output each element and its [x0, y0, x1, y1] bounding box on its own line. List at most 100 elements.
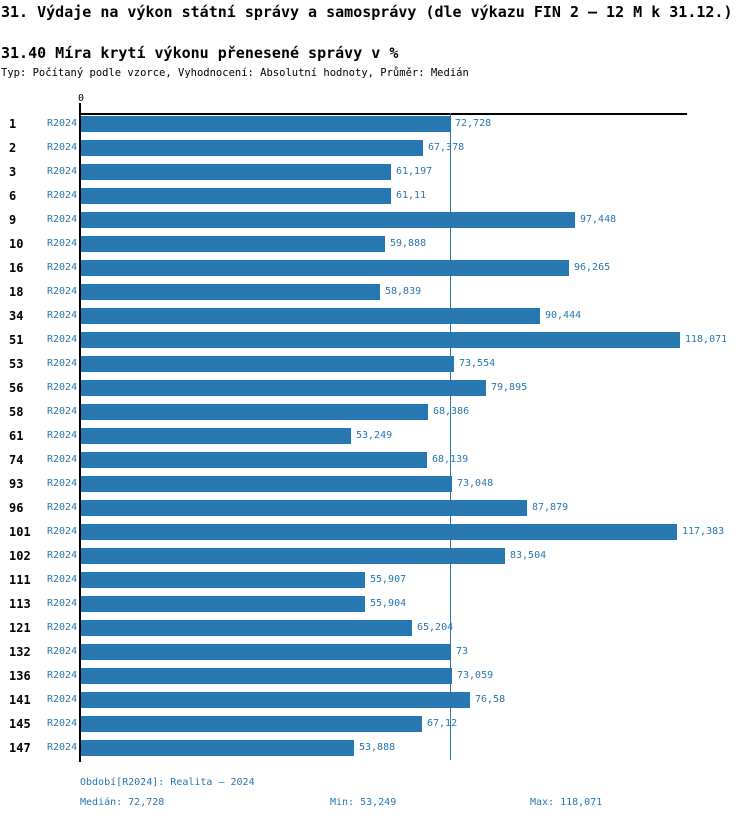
row-series-label: R2024 [47, 478, 78, 489]
bar-value-label: 53,888 [359, 742, 396, 753]
row-category-label: 147 [9, 741, 31, 755]
chart-row: 141 R2024 76,58 [0, 692, 750, 708]
row-category-label: 113 [9, 597, 31, 611]
chart-row: 6 R2024 61,11 [0, 188, 750, 204]
bar [81, 308, 540, 324]
row-series-label: R2024 [47, 526, 78, 537]
bar-value-label: 67,378 [428, 142, 465, 153]
bar [81, 548, 505, 564]
bar-value-label: 118,071 [685, 334, 728, 345]
chart-row: 101 R2024 117,383 [0, 524, 750, 540]
bar [81, 380, 486, 396]
bar-value-label: 55,904 [370, 598, 407, 609]
bar-value-label: 72,728 [455, 118, 492, 129]
bar [81, 332, 680, 348]
chart-row: 136 R2024 73,059 [0, 668, 750, 684]
row-category-label: 102 [9, 549, 31, 563]
bar-value-label: 83,504 [510, 550, 547, 561]
bar-value-label: 68,386 [433, 406, 470, 417]
chart-row: 16 R2024 96,265 [0, 260, 750, 276]
bar [81, 620, 412, 636]
bar [81, 428, 351, 444]
chart-row: 145 R2024 67,12 [0, 716, 750, 732]
bar [81, 740, 354, 756]
bar-value-label: 68,139 [432, 454, 469, 465]
bar [81, 692, 470, 708]
row-category-label: 111 [9, 573, 31, 587]
row-series-label: R2024 [47, 382, 78, 393]
bar [81, 668, 452, 684]
row-category-label: 136 [9, 669, 31, 683]
chart-row: 111 R2024 55,907 [0, 572, 750, 588]
chart-row: 18 R2024 58,839 [0, 284, 750, 300]
row-series-label: R2024 [47, 262, 78, 273]
row-category-label: 58 [9, 405, 24, 419]
row-category-label: 96 [9, 501, 24, 515]
chart-row: 113 R2024 55,904 [0, 596, 750, 612]
row-series-label: R2024 [47, 646, 78, 657]
row-category-label: 56 [9, 381, 24, 395]
bar [81, 260, 569, 276]
y-axis-line [79, 103, 81, 762]
footer-median: Medián: 72,728 [80, 797, 165, 808]
bar-value-label: 73,554 [459, 358, 496, 369]
bar [81, 476, 452, 492]
bar-value-label: 96,265 [574, 262, 611, 273]
bar [81, 116, 450, 132]
bar-value-label: 73,059 [457, 670, 494, 681]
bar-value-label: 117,383 [682, 526, 725, 537]
bar [81, 212, 575, 228]
row-category-label: 10 [9, 237, 24, 251]
chart-row: 121 R2024 65,204 [0, 620, 750, 636]
bar [81, 452, 427, 468]
row-category-label: 53 [9, 357, 24, 371]
row-series-label: R2024 [47, 430, 78, 441]
chart-row: 147 R2024 53,888 [0, 740, 750, 756]
chart-title: 31. Výdaje na výkon státní správy a samo… [1, 3, 733, 21]
bar [81, 404, 428, 420]
bar-value-label: 55,907 [370, 574, 407, 585]
bar-value-label: 73,048 [457, 478, 494, 489]
bar [81, 188, 391, 204]
chart-row: 58 R2024 68,386 [0, 404, 750, 420]
row-series-label: R2024 [47, 310, 78, 321]
chart-row: 1 R2024 72,728 [0, 116, 750, 132]
chart-row: 34 R2024 90,444 [0, 308, 750, 324]
bar [81, 356, 454, 372]
chart-row: 51 R2024 118,071 [0, 332, 750, 348]
bar-value-label: 76,58 [475, 694, 506, 705]
bar-value-label: 79,895 [491, 382, 528, 393]
chart-subtitle: 31.40 Míra krytí výkonu přenesené správy… [1, 44, 399, 62]
row-series-label: R2024 [47, 406, 78, 417]
chart-row: 2 R2024 67,378 [0, 140, 750, 156]
row-series-label: R2024 [47, 166, 78, 177]
row-series-label: R2024 [47, 190, 78, 201]
chart-row: 9 R2024 97,448 [0, 212, 750, 228]
chart-meta-line: Typ: Počítaný podle vzorce, Vyhodnocení:… [1, 67, 469, 79]
bar [81, 164, 391, 180]
row-series-label: R2024 [47, 694, 78, 705]
footer-max: Max: 118,071 [530, 797, 603, 808]
row-series-label: R2024 [47, 238, 78, 249]
row-series-label: R2024 [47, 718, 78, 729]
row-series-label: R2024 [47, 502, 78, 513]
row-category-label: 9 [9, 213, 17, 227]
bar [81, 572, 365, 588]
chart-row: 53 R2024 73,554 [0, 356, 750, 372]
bar-value-label: 61,197 [396, 166, 433, 177]
bar-value-label: 97,448 [580, 214, 617, 225]
bar-value-label: 87,879 [532, 502, 569, 513]
row-category-label: 141 [9, 693, 31, 707]
chart-row: 3 R2024 61,197 [0, 164, 750, 180]
row-series-label: R2024 [47, 622, 78, 633]
bar [81, 716, 422, 732]
bar [81, 644, 451, 660]
bar-value-label: 65,204 [417, 622, 454, 633]
row-series-label: R2024 [47, 742, 78, 753]
chart-row: 132 R2024 73 [0, 644, 750, 660]
row-series-label: R2024 [47, 214, 78, 225]
row-category-label: 18 [9, 285, 24, 299]
bar [81, 284, 380, 300]
row-category-label: 132 [9, 645, 31, 659]
row-series-label: R2024 [47, 334, 78, 345]
